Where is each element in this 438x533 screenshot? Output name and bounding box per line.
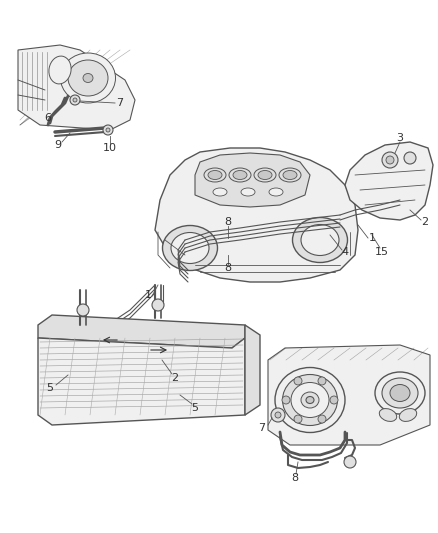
Polygon shape — [245, 325, 260, 415]
Circle shape — [152, 299, 164, 311]
Ellipse shape — [254, 168, 276, 182]
Ellipse shape — [213, 188, 227, 196]
Circle shape — [282, 396, 290, 404]
Polygon shape — [155, 148, 358, 282]
Text: 15: 15 — [375, 247, 389, 257]
Ellipse shape — [279, 168, 301, 182]
Text: 5: 5 — [46, 383, 53, 393]
Text: 1: 1 — [145, 290, 152, 300]
Ellipse shape — [241, 188, 255, 196]
Ellipse shape — [171, 232, 209, 263]
Ellipse shape — [258, 171, 272, 180]
Ellipse shape — [229, 168, 251, 182]
Circle shape — [106, 128, 110, 132]
Ellipse shape — [49, 56, 71, 84]
Ellipse shape — [291, 383, 329, 417]
Circle shape — [77, 304, 89, 316]
Text: 3: 3 — [396, 133, 403, 143]
Ellipse shape — [60, 53, 116, 103]
Text: 8: 8 — [291, 473, 299, 483]
Ellipse shape — [306, 397, 314, 403]
Circle shape — [318, 415, 326, 423]
Text: 1: 1 — [368, 233, 375, 243]
Text: 2: 2 — [421, 217, 428, 227]
Ellipse shape — [204, 168, 226, 182]
Ellipse shape — [301, 224, 339, 255]
Polygon shape — [18, 45, 135, 130]
Ellipse shape — [390, 384, 410, 401]
Polygon shape — [345, 142, 433, 220]
Polygon shape — [38, 315, 245, 348]
Ellipse shape — [293, 217, 347, 262]
Circle shape — [271, 408, 285, 422]
Text: 6: 6 — [45, 113, 52, 123]
Ellipse shape — [208, 171, 222, 180]
Polygon shape — [268, 345, 430, 445]
Circle shape — [404, 152, 416, 164]
Circle shape — [344, 456, 356, 468]
Text: 9: 9 — [54, 140, 62, 150]
Text: 2: 2 — [171, 373, 179, 383]
Circle shape — [382, 152, 398, 168]
Ellipse shape — [162, 225, 218, 271]
Text: 8: 8 — [224, 263, 232, 273]
Circle shape — [275, 412, 281, 418]
Ellipse shape — [382, 378, 418, 408]
Ellipse shape — [83, 74, 93, 83]
Ellipse shape — [301, 392, 319, 408]
Ellipse shape — [275, 367, 345, 432]
Ellipse shape — [269, 188, 283, 196]
Ellipse shape — [375, 372, 425, 414]
Circle shape — [103, 125, 113, 135]
Polygon shape — [38, 338, 245, 425]
Text: 7: 7 — [258, 423, 265, 433]
Circle shape — [73, 98, 77, 102]
Circle shape — [386, 156, 394, 164]
Ellipse shape — [379, 409, 397, 422]
Text: 7: 7 — [117, 98, 124, 108]
Circle shape — [294, 377, 302, 385]
Circle shape — [294, 415, 302, 423]
Text: 4: 4 — [342, 247, 349, 257]
Ellipse shape — [399, 409, 417, 422]
Ellipse shape — [68, 60, 108, 96]
Ellipse shape — [233, 171, 247, 180]
Circle shape — [318, 377, 326, 385]
Text: 8: 8 — [224, 217, 232, 227]
Text: 10: 10 — [103, 143, 117, 153]
Ellipse shape — [283, 375, 338, 425]
Text: 5: 5 — [191, 403, 198, 413]
Circle shape — [70, 95, 80, 105]
Polygon shape — [195, 153, 310, 207]
Ellipse shape — [283, 171, 297, 180]
Circle shape — [330, 396, 338, 404]
